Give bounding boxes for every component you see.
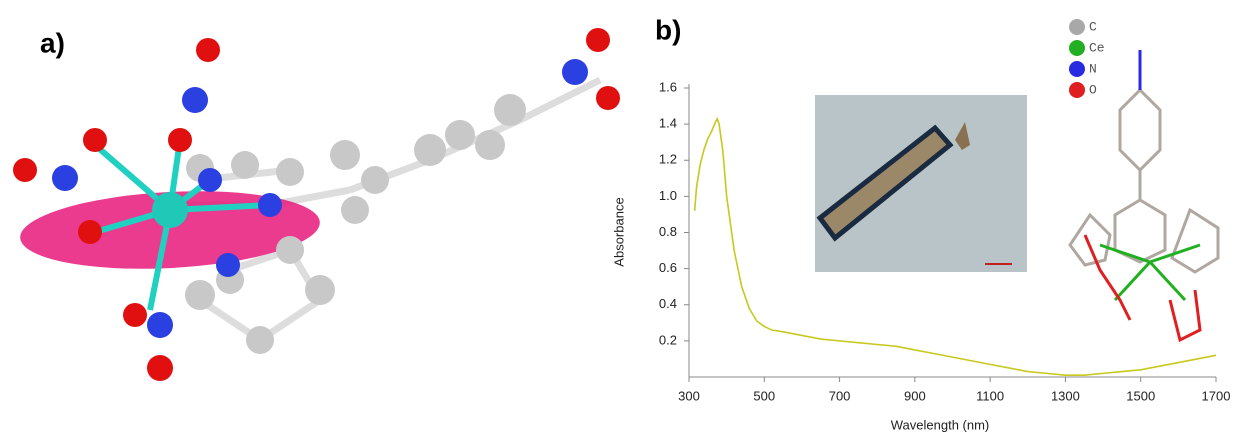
atom-swatch — [1069, 82, 1085, 98]
y-tick-label: 0.8 — [659, 224, 677, 239]
x-tick-label: 1500 — [1126, 388, 1155, 403]
atom-name: O — [1089, 82, 1097, 97]
atom-name: C — [1089, 19, 1097, 34]
y-tick-label: 1.0 — [659, 188, 677, 203]
atom-name: N — [1089, 61, 1097, 76]
x-tick-label: 500 — [753, 388, 775, 403]
atom-swatch — [1069, 61, 1085, 77]
molecule-a — [13, 28, 620, 381]
y-tick-label: 0.4 — [659, 296, 677, 311]
figure: a) b) C Ce NO Absorbance Wavelength (nm) 0… — [0, 0, 1238, 434]
x-tick-label: 1700 — [1202, 388, 1231, 403]
x-tick-label: 700 — [829, 388, 851, 403]
y-tick-label: 1.4 — [659, 116, 677, 131]
atom-swatch — [1069, 40, 1085, 56]
panel-label: b) — [655, 14, 681, 45]
x-tick-label: 300 — [678, 388, 700, 403]
atom-name: Ce — [1089, 40, 1105, 55]
crystal-photo — [815, 95, 1027, 272]
y-tick-label: 0.2 — [659, 332, 677, 347]
x-axis-label: Wavelength (nm) — [891, 417, 990, 432]
x-tick-label: 1300 — [1051, 388, 1080, 403]
y-axis-label: Absorbance — [611, 197, 626, 266]
y-tick-label: 0.6 — [659, 260, 677, 275]
x-tick-label: 1100 — [976, 388, 1004, 403]
x-tick-label: 900 — [904, 388, 926, 403]
panel-label: a) — [40, 27, 65, 58]
y-tick-label: 1.6 — [659, 79, 677, 94]
atom-legend: C Ce NO — [1069, 19, 1105, 98]
y-tick-label: 1.2 — [659, 152, 677, 167]
atom-swatch — [1069, 19, 1085, 35]
